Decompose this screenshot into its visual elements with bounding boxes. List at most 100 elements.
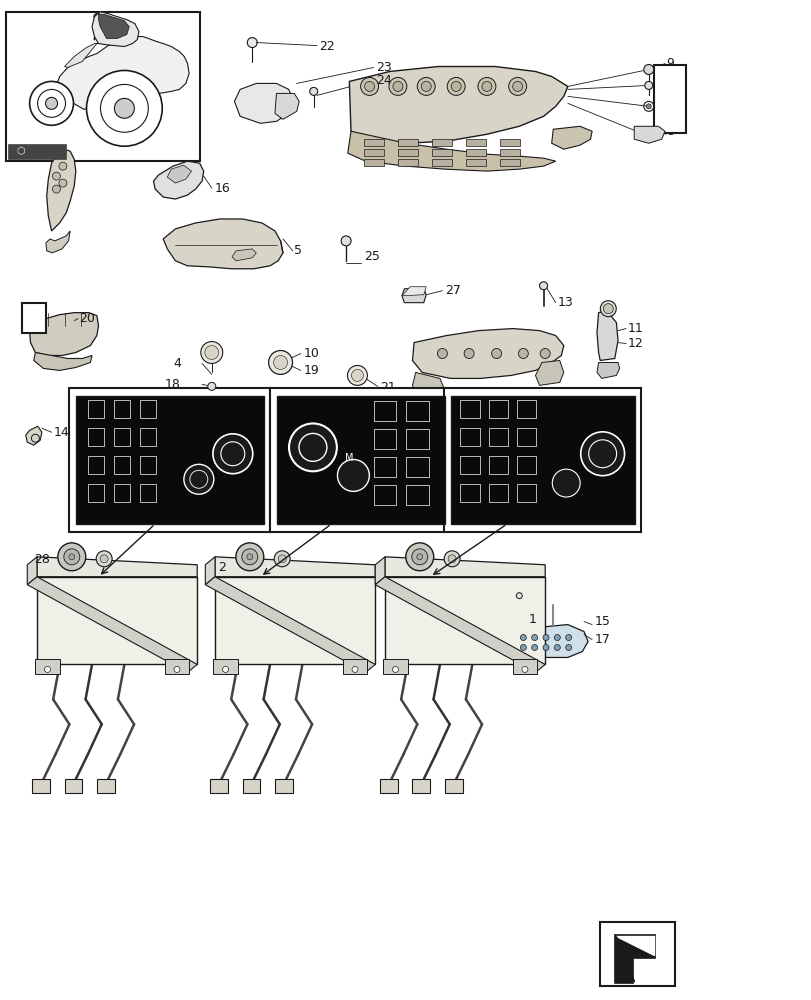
Circle shape <box>417 77 435 95</box>
Bar <box>114 400 130 418</box>
Circle shape <box>543 645 548 650</box>
Bar <box>373 429 396 449</box>
Circle shape <box>242 549 257 565</box>
Polygon shape <box>205 557 215 585</box>
Polygon shape <box>500 139 520 146</box>
Polygon shape <box>32 779 50 793</box>
Circle shape <box>337 459 369 491</box>
Circle shape <box>521 666 527 672</box>
Text: 14: 14 <box>54 426 70 439</box>
Text: 12: 12 <box>627 337 642 350</box>
Polygon shape <box>36 659 59 674</box>
Circle shape <box>421 81 431 91</box>
Bar <box>599 922 674 986</box>
Bar <box>88 484 104 502</box>
Circle shape <box>200 342 222 363</box>
Bar <box>488 428 508 446</box>
Polygon shape <box>347 131 555 171</box>
Polygon shape <box>551 126 591 149</box>
Circle shape <box>491 349 501 358</box>
Circle shape <box>416 554 423 560</box>
Circle shape <box>96 551 112 567</box>
Circle shape <box>100 555 108 563</box>
Circle shape <box>247 554 252 560</box>
Circle shape <box>101 84 148 132</box>
Polygon shape <box>167 165 191 183</box>
Circle shape <box>437 349 447 358</box>
Circle shape <box>393 81 402 91</box>
Text: 10: 10 <box>303 347 319 360</box>
Polygon shape <box>234 83 294 123</box>
Circle shape <box>274 551 290 567</box>
Circle shape <box>59 162 67 170</box>
Text: 8: 8 <box>666 125 674 138</box>
Circle shape <box>580 432 624 476</box>
Bar <box>139 484 156 502</box>
Bar <box>270 388 451 532</box>
Circle shape <box>53 172 60 180</box>
Polygon shape <box>363 139 384 146</box>
Circle shape <box>531 635 537 641</box>
Text: 2: 2 <box>218 561 225 574</box>
Polygon shape <box>97 779 114 793</box>
Circle shape <box>599 301 616 317</box>
Bar <box>373 457 396 477</box>
Polygon shape <box>431 149 452 156</box>
Circle shape <box>58 543 86 571</box>
Polygon shape <box>37 577 197 664</box>
Circle shape <box>388 77 406 95</box>
Polygon shape <box>500 149 520 156</box>
Circle shape <box>565 635 571 641</box>
Polygon shape <box>412 779 430 793</box>
Bar <box>460 456 479 474</box>
Bar <box>139 428 156 446</box>
Circle shape <box>341 236 350 246</box>
Text: 5: 5 <box>294 244 302 257</box>
Text: 18: 18 <box>165 378 181 391</box>
Circle shape <box>64 549 79 565</box>
Circle shape <box>478 77 496 95</box>
Polygon shape <box>534 360 563 385</box>
Text: 23: 23 <box>375 61 392 74</box>
Text: ⬡: ⬡ <box>16 146 24 156</box>
Polygon shape <box>46 231 70 253</box>
Bar <box>488 400 508 418</box>
Circle shape <box>508 77 526 95</box>
Polygon shape <box>412 329 563 378</box>
Circle shape <box>174 666 180 672</box>
Bar <box>517 400 535 418</box>
Bar <box>460 400 479 418</box>
Circle shape <box>539 282 547 290</box>
Polygon shape <box>363 159 384 166</box>
Circle shape <box>364 81 374 91</box>
Polygon shape <box>64 779 82 793</box>
Polygon shape <box>397 139 418 146</box>
Circle shape <box>448 555 456 563</box>
Polygon shape <box>616 936 653 955</box>
Polygon shape <box>349 66 567 143</box>
Circle shape <box>411 549 427 565</box>
Circle shape <box>392 666 398 672</box>
Polygon shape <box>26 426 42 445</box>
Bar <box>406 485 428 505</box>
Circle shape <box>451 81 461 91</box>
Polygon shape <box>28 557 37 585</box>
Polygon shape <box>242 779 260 793</box>
Polygon shape <box>275 93 298 119</box>
Polygon shape <box>375 577 544 672</box>
Polygon shape <box>213 659 238 674</box>
Circle shape <box>273 355 287 369</box>
Circle shape <box>247 38 257 48</box>
Polygon shape <box>363 149 384 156</box>
Polygon shape <box>466 139 486 146</box>
Circle shape <box>644 81 652 89</box>
Circle shape <box>464 349 474 358</box>
Text: 11: 11 <box>627 322 642 335</box>
Circle shape <box>643 64 653 74</box>
Circle shape <box>235 543 264 571</box>
Circle shape <box>347 365 367 385</box>
Circle shape <box>352 666 358 672</box>
Circle shape <box>531 645 537 650</box>
Circle shape <box>45 666 50 672</box>
Bar <box>114 456 130 474</box>
